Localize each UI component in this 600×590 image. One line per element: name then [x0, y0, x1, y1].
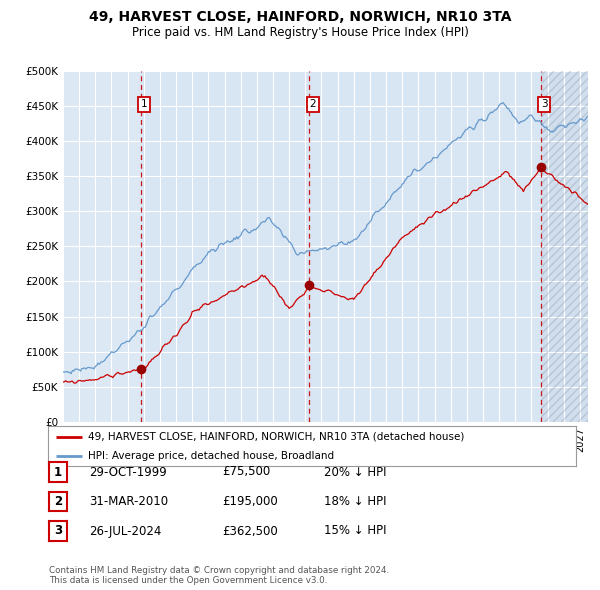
Text: 26-JUL-2024: 26-JUL-2024 [89, 525, 161, 537]
Text: 29-OCT-1999: 29-OCT-1999 [89, 466, 167, 478]
Text: 49, HARVEST CLOSE, HAINFORD, NORWICH, NR10 3TA (detached house): 49, HARVEST CLOSE, HAINFORD, NORWICH, NR… [88, 432, 464, 442]
Text: 3: 3 [541, 99, 547, 109]
Text: HPI: Average price, detached house, Broadland: HPI: Average price, detached house, Broa… [88, 451, 334, 461]
Text: 18% ↓ HPI: 18% ↓ HPI [324, 495, 386, 508]
Text: £195,000: £195,000 [222, 495, 278, 508]
Text: 2: 2 [54, 495, 62, 508]
Text: Price paid vs. HM Land Registry's House Price Index (HPI): Price paid vs. HM Land Registry's House … [131, 26, 469, 39]
Bar [141, 71, 541, 422]
Text: 49, HARVEST CLOSE, HAINFORD, NORWICH, NR10 3TA: 49, HARVEST CLOSE, HAINFORD, NORWICH, NR… [89, 10, 511, 24]
Text: £362,500: £362,500 [222, 525, 278, 537]
Bar [541, 71, 588, 422]
Text: 31-MAR-2010: 31-MAR-2010 [89, 495, 168, 508]
Text: 1: 1 [54, 466, 62, 478]
Text: 2: 2 [310, 99, 316, 109]
Text: 15% ↓ HPI: 15% ↓ HPI [324, 525, 386, 537]
Text: 20% ↓ HPI: 20% ↓ HPI [324, 466, 386, 478]
Text: Contains HM Land Registry data © Crown copyright and database right 2024.
This d: Contains HM Land Registry data © Crown c… [49, 566, 389, 585]
Text: 3: 3 [54, 525, 62, 537]
Bar [541, 71, 588, 422]
Text: £75,500: £75,500 [222, 466, 270, 478]
Text: 1: 1 [141, 99, 148, 109]
